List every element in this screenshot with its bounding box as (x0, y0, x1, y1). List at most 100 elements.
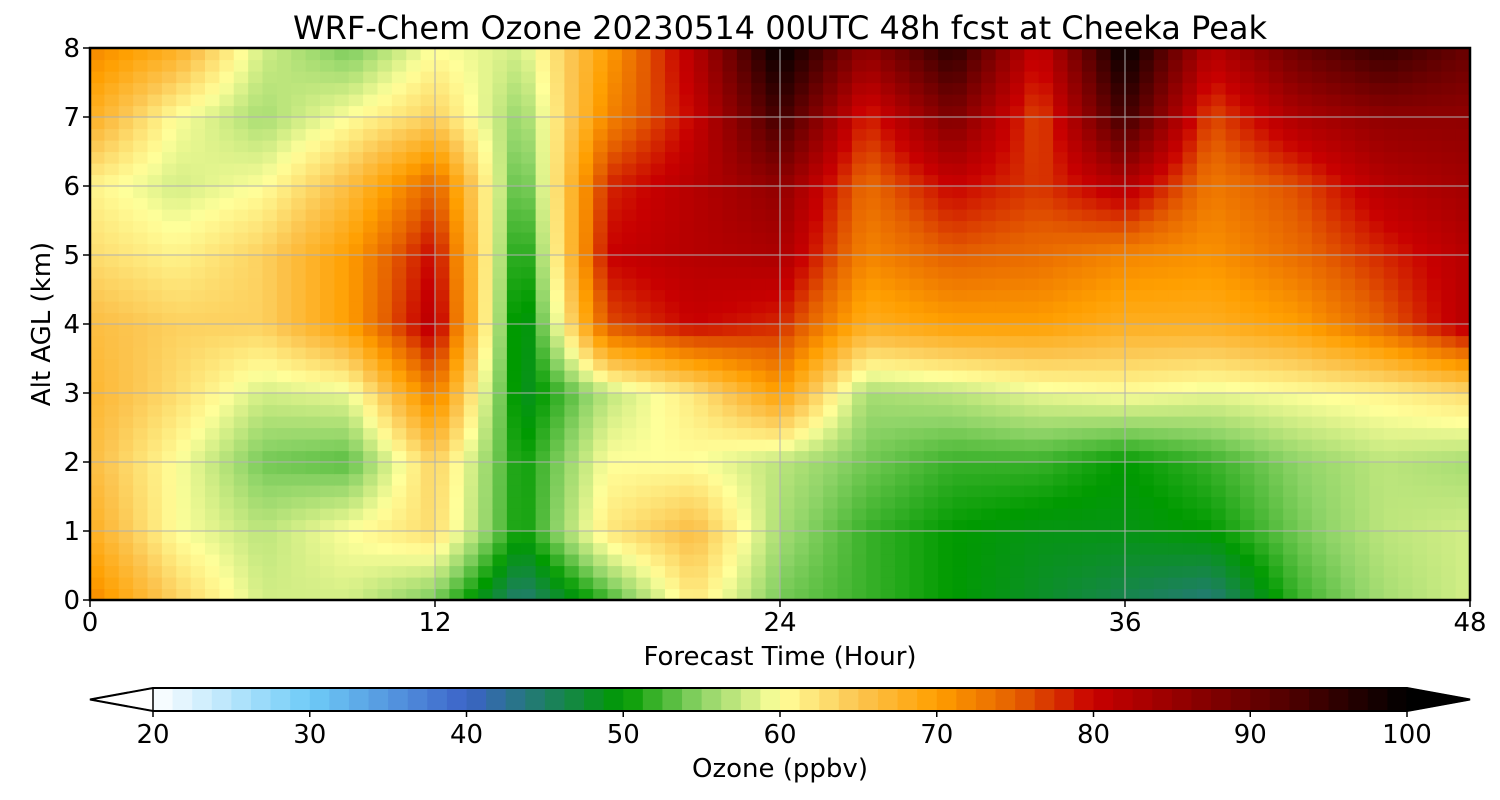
heatmap-cell (550, 416, 565, 429)
heatmap-cell (636, 427, 652, 440)
heatmap-cell (1081, 128, 1097, 141)
heatmap-cell (363, 266, 379, 279)
heatmap-cell (276, 82, 292, 95)
heatmap-cell (1225, 542, 1241, 555)
heatmap-cell (463, 209, 479, 222)
heatmap-cell (1182, 485, 1198, 498)
heatmap-cell (1240, 519, 1255, 532)
heatmap-cell (1125, 105, 1140, 118)
heatmap-cell (104, 450, 120, 463)
heatmap-cell (1067, 220, 1083, 233)
heatmap-cell (435, 312, 450, 325)
heatmap-cell (1125, 588, 1140, 601)
heatmap-cell (1196, 301, 1212, 314)
heatmap-cell (1038, 209, 1054, 222)
heatmap-cell (923, 186, 939, 199)
heatmap-cell (708, 485, 724, 498)
heatmap-cell (406, 220, 422, 233)
heatmap-cell (780, 542, 795, 555)
heatmap-cell (1153, 163, 1169, 176)
heatmap-cell (1297, 519, 1313, 532)
heatmap-cell (578, 255, 594, 268)
heatmap-cell (722, 220, 738, 233)
heatmap-cell (420, 335, 436, 348)
heatmap-cell (1340, 312, 1356, 325)
heatmap-cell (880, 427, 896, 440)
heatmap-cell (780, 358, 795, 371)
heatmap-cell (1383, 278, 1399, 291)
heatmap-cell (966, 278, 982, 291)
heatmap-cell (837, 577, 853, 590)
heatmap-cell (1182, 439, 1198, 452)
heatmap-cell (708, 278, 724, 291)
heatmap-cell (851, 255, 867, 268)
heatmap-cell (966, 462, 982, 475)
heatmap-cell (952, 347, 968, 360)
heatmap-cell (233, 140, 249, 153)
heatmap-cell (305, 565, 321, 578)
heatmap-cell (320, 335, 335, 348)
heatmap-cell (665, 542, 680, 555)
heatmap-cell (248, 358, 264, 371)
heatmap-cell (636, 243, 652, 256)
heatmap-cell (550, 220, 565, 233)
heatmap-cell (291, 140, 307, 153)
heatmap-cell (1081, 347, 1097, 360)
heatmap-cell (981, 335, 997, 348)
heatmap-cell (205, 554, 220, 567)
heatmap-cell (133, 358, 149, 371)
heatmap-cell (205, 232, 220, 245)
heatmap-cell (276, 519, 292, 532)
heatmap-cell (1010, 209, 1025, 222)
heatmap-cell (506, 312, 522, 325)
heatmap-cell (708, 393, 724, 406)
y-tick-label: 1 (63, 517, 80, 547)
heatmap-cell (1211, 266, 1227, 279)
heatmap-cell (118, 128, 134, 141)
heatmap-cell (1355, 151, 1370, 164)
colorbar-segment (740, 688, 761, 711)
heatmap-cell (248, 381, 264, 394)
heatmap-cell (1067, 531, 1083, 544)
heatmap-cell (794, 324, 810, 337)
heatmap-cell (1067, 358, 1083, 371)
heatmap-cell (1010, 554, 1025, 567)
heatmap-cell (693, 335, 709, 348)
heatmap-cell (1240, 473, 1255, 486)
heatmap-cell (1196, 266, 1212, 279)
heatmap-cell (952, 48, 968, 61)
heatmap-cell (679, 416, 695, 429)
heatmap-cell (320, 94, 335, 107)
heatmap-cell (981, 462, 997, 475)
heatmap-cell (722, 59, 738, 72)
heatmap-cell (1168, 335, 1184, 348)
heatmap-cell (995, 243, 1011, 256)
heatmap-cell (506, 358, 522, 371)
heatmap-cell (665, 335, 680, 348)
heatmap-cell (463, 48, 479, 61)
heatmap-cell (205, 220, 220, 233)
heatmap-cell (808, 94, 824, 107)
heatmap-cell (435, 462, 450, 475)
heatmap-cell (679, 588, 695, 601)
heatmap-cell (765, 416, 781, 429)
heatmap-cell (377, 439, 393, 452)
heatmap-cell (636, 220, 652, 233)
heatmap-cell (1412, 151, 1428, 164)
heatmap-cell (1426, 255, 1442, 268)
heatmap-cell (636, 473, 652, 486)
heatmap-cell (320, 473, 335, 486)
heatmap-cell (305, 243, 321, 256)
heatmap-cell (420, 347, 436, 360)
heatmap-cell (866, 117, 882, 130)
heatmap-cell (233, 174, 249, 187)
heatmap-cell (521, 71, 537, 84)
heatmap-cell (348, 450, 364, 463)
heatmap-cell (1297, 94, 1313, 107)
heatmap-cell (133, 186, 149, 199)
heatmap-cell (1455, 174, 1471, 187)
heatmap-cell (665, 105, 680, 118)
heatmap-cell (1010, 588, 1025, 601)
heatmap-cell (765, 197, 781, 210)
heatmap-cell (205, 324, 220, 337)
